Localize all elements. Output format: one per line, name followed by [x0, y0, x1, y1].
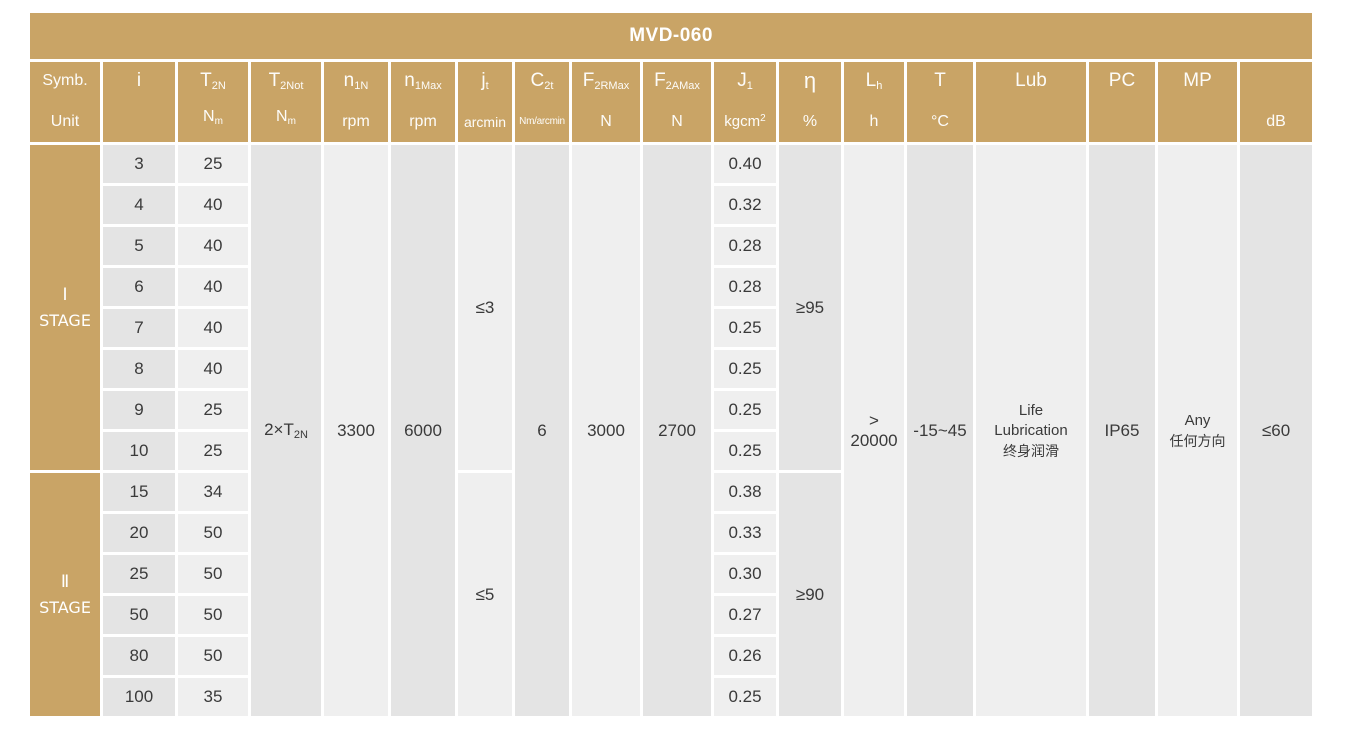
col-header-t2n: T2N Nm	[178, 62, 248, 142]
spec-cell-i: 9	[103, 391, 175, 429]
spec-cell-t2n: 40	[178, 350, 248, 388]
spec-cell-c2t: 6	[515, 145, 569, 716]
spec-table: MVD-060 Symb. Unit i T2N Nm T2Not Nm n1N rpm…	[27, 10, 1315, 719]
table-title: MVD-060	[30, 13, 1313, 59]
spec-cell-t2n: 50	[178, 514, 248, 552]
spec-cell-t: -15~45	[907, 145, 973, 716]
spec-cell-t2n: 50	[178, 555, 248, 593]
spec-cell-j1: 0.25	[714, 391, 776, 429]
table-row: 9 25 0.25	[30, 391, 1312, 429]
col-header-f2rmax: F2RMax N	[572, 62, 640, 142]
spec-cell-t2n: 25	[178, 432, 248, 470]
spec-cell-f2amax: 2700	[643, 145, 711, 716]
table-row: 5 40 0.28	[30, 227, 1312, 265]
spec-cell-j1: 0.27	[714, 596, 776, 634]
spec-cell-jt-stage1: ≤3	[458, 145, 512, 470]
spec-cell-t2not: 2×T2N	[251, 145, 321, 716]
spec-cell-i: 100	[103, 678, 175, 716]
col-header-db: dB	[1240, 62, 1313, 142]
col-header-t2not: T2Not Nm	[251, 62, 321, 142]
stage-1-label-cell: Ⅰ STAGE	[30, 145, 100, 470]
spec-cell-j1: 0.40	[714, 145, 776, 183]
spec-cell-n1n: 3300	[324, 145, 388, 716]
spec-cell-t2n: 35	[178, 678, 248, 716]
col-header-f2amax: F2AMax N	[643, 62, 711, 142]
table-row: 7 40 0.25	[30, 309, 1312, 347]
col-header-n1n: n1N rpm	[324, 62, 388, 142]
table-row: 50 50 0.27	[30, 596, 1312, 634]
spec-cell-j1: 0.28	[714, 227, 776, 265]
spec-cell-j1: 0.26	[714, 637, 776, 675]
spec-cell-mp: Any 任何方向	[1158, 145, 1237, 716]
spec-cell-jt-stage2: ≤5	[458, 473, 512, 716]
spec-cell-j1: 0.32	[714, 186, 776, 224]
col-header-n1max: n1Max rpm	[391, 62, 455, 142]
col-header-t: T °C	[907, 62, 973, 142]
spec-cell-j1: 0.38	[714, 473, 776, 511]
spec-cell-j1: 0.25	[714, 309, 776, 347]
table-row: Ⅱ STAGE 15 34 ≤5 0.38 ≥90	[30, 473, 1312, 716]
spec-cell-t2n: 34	[178, 473, 248, 511]
spec-cell-j1: 0.30	[714, 555, 776, 593]
col-header-eta: η%	[779, 62, 841, 142]
spec-cell-t2n: 50	[178, 637, 248, 675]
spec-cell-j1: 0.25	[714, 678, 776, 716]
spec-cell-pc: IP65	[1089, 145, 1155, 716]
spec-cell-i: 7	[103, 309, 175, 347]
spec-cell-i: 50	[103, 596, 175, 634]
col-header-mp: MP	[1158, 62, 1237, 142]
spec-cell-i: 5	[103, 227, 175, 265]
spec-cell-t2n: 40	[178, 268, 248, 306]
spec-cell-i: 8	[103, 350, 175, 388]
table-row: 100 35 0.25	[30, 678, 1312, 716]
table-row: 10 25 0.25	[30, 432, 1312, 470]
spec-cell-t2n: 40	[178, 227, 248, 265]
table-row: 25 50 0.30	[30, 555, 1312, 593]
col-header-jt: jt arcmin	[458, 62, 512, 142]
table-row: 4 40 0.32	[30, 186, 1312, 224]
spec-cell-f2rmax: 3000	[572, 145, 640, 716]
col-header-symb-unit: Symb. Unit	[30, 62, 100, 142]
spec-cell-i: 6	[103, 268, 175, 306]
col-header-lh: Lh h	[844, 62, 904, 142]
spec-cell-t2n: 50	[178, 596, 248, 634]
spec-cell-i: 80	[103, 637, 175, 675]
spec-cell-eta-stage1: ≥95	[779, 145, 841, 470]
table-row: 8 40 0.25	[30, 350, 1312, 388]
col-header-lub: Lub	[976, 62, 1086, 142]
col-header-i: i	[103, 62, 175, 142]
table-row: Ⅰ STAGE 3 25 2×T2N 3300 6000 ≤3 6 3000 27…	[30, 145, 1313, 716]
spec-cell-i: 10	[103, 432, 175, 470]
spec-cell-t2n: 40	[178, 186, 248, 224]
header-row: Symb. Unit i T2N Nm T2Not Nm n1N rpm n1Max rp…	[30, 62, 1313, 142]
stage-2-label-cell: Ⅱ STAGE	[30, 473, 100, 716]
spec-cell-j1: 0.25	[714, 350, 776, 388]
spec-cell-t2n: 25	[178, 145, 248, 183]
spec-cell-i: 3	[103, 145, 175, 183]
spec-cell-j1: 0.28	[714, 268, 776, 306]
spec-cell-lub: Life Lubrication 终身润滑	[976, 145, 1086, 716]
spec-cell-i: 25	[103, 555, 175, 593]
spec-cell-db: ≤60	[1240, 145, 1313, 716]
table-row: 80 50 0.26	[30, 637, 1312, 675]
col-header-j1: J1 kgcm2	[714, 62, 776, 142]
col-header-c2t: C2t Nm/arcmin	[515, 62, 569, 142]
spec-cell-eta-stage2: ≥90	[779, 473, 841, 716]
spec-cell-lh: > 20000	[844, 145, 904, 716]
spec-cell-i: 20	[103, 514, 175, 552]
spec-cell-n1max: 6000	[391, 145, 455, 716]
col-header-pc: PC	[1089, 62, 1155, 142]
title-row: MVD-060	[30, 13, 1313, 59]
spec-cell-i: 4	[103, 186, 175, 224]
spec-cell-j1: 0.33	[714, 514, 776, 552]
spec-cell-t2n: 25	[178, 391, 248, 429]
spec-cell-j1: 0.25	[714, 432, 776, 470]
spec-cell-t2n: 40	[178, 309, 248, 347]
table-row: 20 50 0.33	[30, 514, 1312, 552]
table-row: 6 40 0.28	[30, 268, 1312, 306]
spec-cell-i: 15	[103, 473, 175, 511]
